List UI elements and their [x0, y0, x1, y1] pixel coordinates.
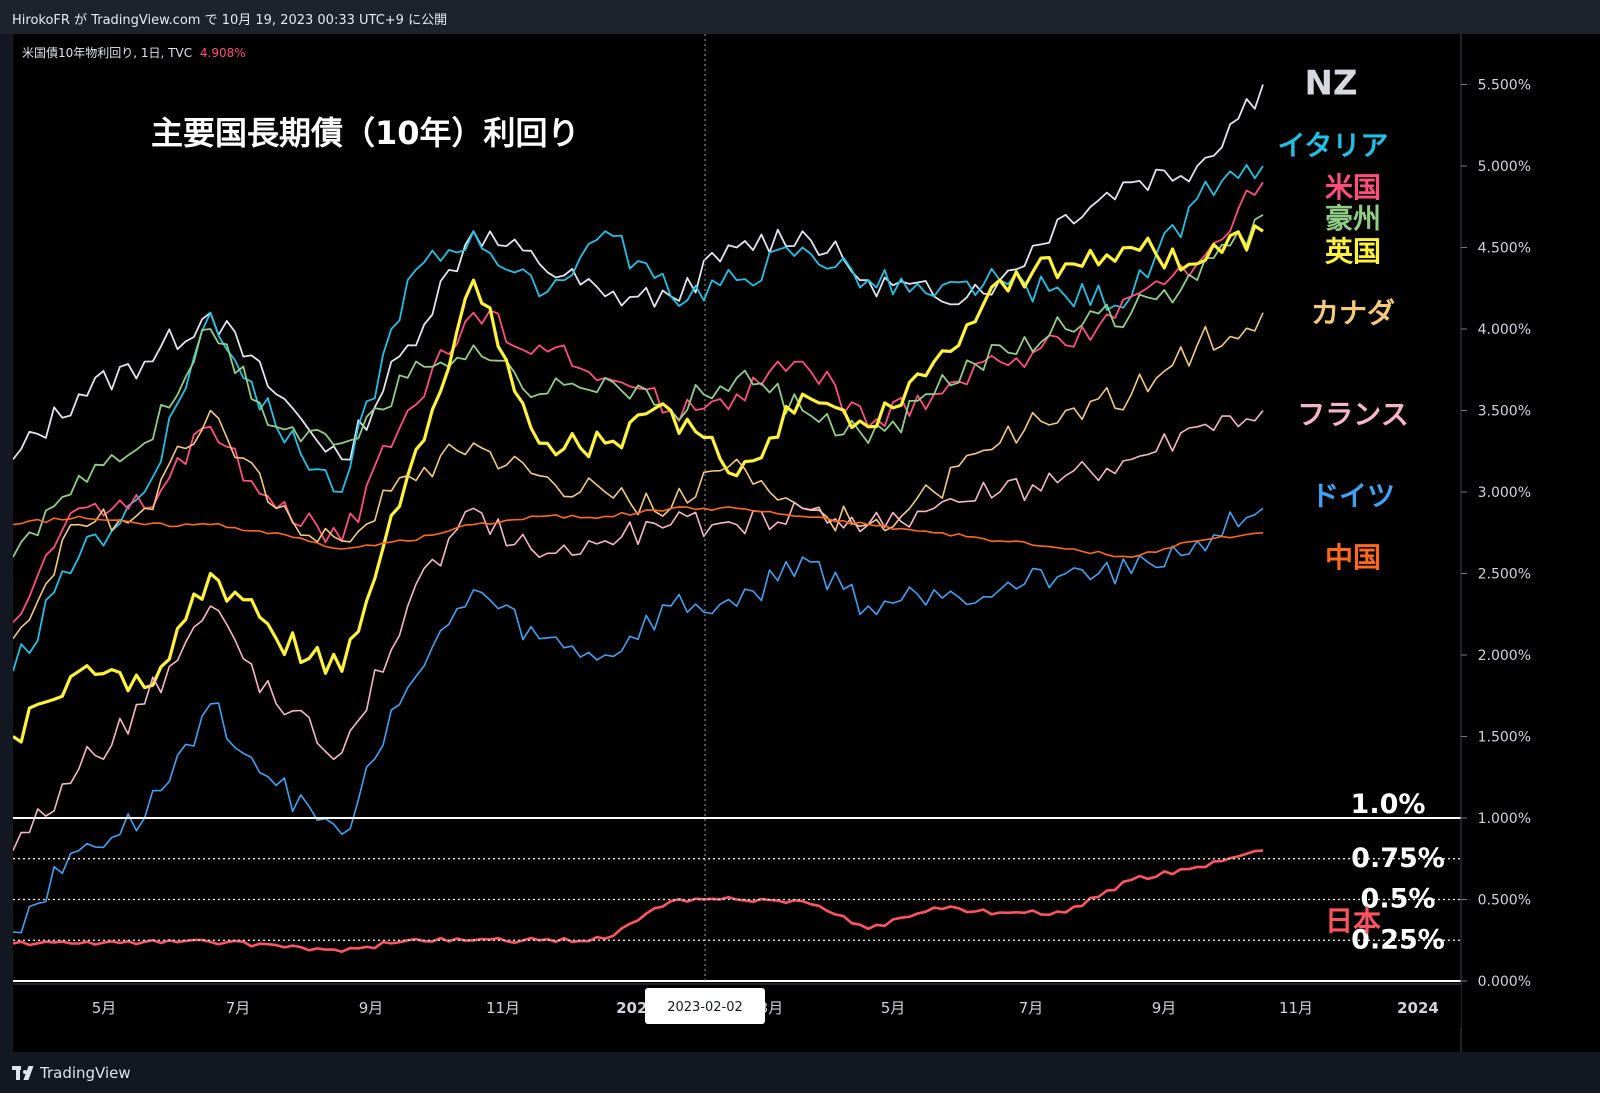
tradingview-logo-icon: [12, 1066, 34, 1080]
series-label: 英国: [1325, 235, 1381, 268]
crosshair-date-label: 2023-02-02: [667, 1000, 743, 1015]
x-tick-label: 7月: [1019, 999, 1044, 1017]
line-chart[interactable]: 1.0% 0.75% 0.5% 0.25% 5.500% 5.000% 4.500% 4.0…: [13, 34, 1600, 1052]
series-line-2[interactable]: [13, 181, 1264, 624]
reference-line-label: 0.25%: [1351, 924, 1445, 955]
publisher-info: HirokoFR が TradingView.com で 10月 19, 202…: [12, 13, 448, 28]
y-tick-label: 2.500%: [1478, 567, 1531, 583]
series-line-0[interactable]: [13, 84, 1264, 461]
x-tick-label: 11月: [486, 999, 520, 1017]
series-label: ドイツ: [1311, 479, 1395, 512]
reference-line-label: 0.5%: [1361, 884, 1436, 915]
reference-line-label: 1.0%: [1351, 789, 1426, 820]
series-line-8[interactable]: [13, 506, 1264, 558]
series-line-1[interactable]: [13, 164, 1264, 672]
brand-label: TradingView: [40, 1064, 131, 1082]
x-tick-label: 5月: [92, 999, 117, 1017]
crosshair-date-badge: 2023-02-02: [645, 988, 765, 1024]
x-tick-label: 9月: [359, 999, 384, 1017]
symbol-legend[interactable]: 米国債10年物利回り, 1日, TVC 4.908%: [22, 44, 246, 61]
reference-line-label: 0.75%: [1351, 843, 1445, 874]
series-label: 米国: [1325, 171, 1381, 204]
series-line-6[interactable]: [13, 410, 1264, 851]
tradingview-brand[interactable]: TradingView: [12, 1064, 131, 1082]
series-label: イタリア: [1278, 129, 1389, 162]
series-line-4[interactable]: [13, 224, 1264, 744]
series-line-5[interactable]: [13, 312, 1264, 640]
y-tick-label: 2.000%: [1478, 648, 1531, 664]
series-label: カナダ: [1311, 297, 1395, 330]
y-tick-label: 1.500%: [1478, 730, 1531, 746]
chart-area[interactable]: [13, 34, 1491, 1052]
footer: TradingView: [0, 1052, 1600, 1093]
chart-title: 主要国長期債（10年）利回り: [151, 114, 580, 152]
series-label: フランス: [1297, 398, 1408, 431]
top-bar: HirokoFR が TradingView.com で 10月 19, 202…: [0, 0, 1600, 34]
y-tick-label: 1.000%: [1478, 811, 1531, 827]
y-tick-label: 5.500%: [1478, 78, 1531, 94]
y-tick-label: 0.000%: [1478, 974, 1531, 990]
symbol-value: 4.908%: [199, 46, 246, 60]
y-tick-label: 3.000%: [1478, 485, 1531, 501]
y-tick-label: 4.000%: [1478, 322, 1531, 338]
price-axis[interactable]: [1461, 34, 1600, 1052]
series-label: 豪州: [1325, 202, 1381, 235]
series-label: 中国: [1325, 541, 1381, 574]
y-tick-label: 4.500%: [1478, 241, 1531, 257]
x-tick-label: 5月: [881, 999, 906, 1017]
series-line-9[interactable]: [13, 849, 1264, 953]
series-label: 日本: [1325, 905, 1381, 938]
x-tick-label: 2024: [1397, 999, 1439, 1017]
x-tick-label: 7月: [226, 999, 251, 1017]
series-line-3[interactable]: [13, 214, 1264, 558]
x-tick-label: 9月: [1152, 999, 1177, 1017]
symbol-label: 米国債10年物利回り, 1日, TVC: [22, 46, 193, 60]
series-line-7[interactable]: [13, 507, 1264, 934]
y-tick-label: 3.500%: [1478, 404, 1531, 420]
x-tick-label: 11月: [1279, 999, 1313, 1017]
y-tick-label: 5.000%: [1478, 159, 1531, 175]
y-tick-label: 0.500%: [1478, 893, 1531, 909]
series-label: NZ: [1304, 64, 1357, 104]
